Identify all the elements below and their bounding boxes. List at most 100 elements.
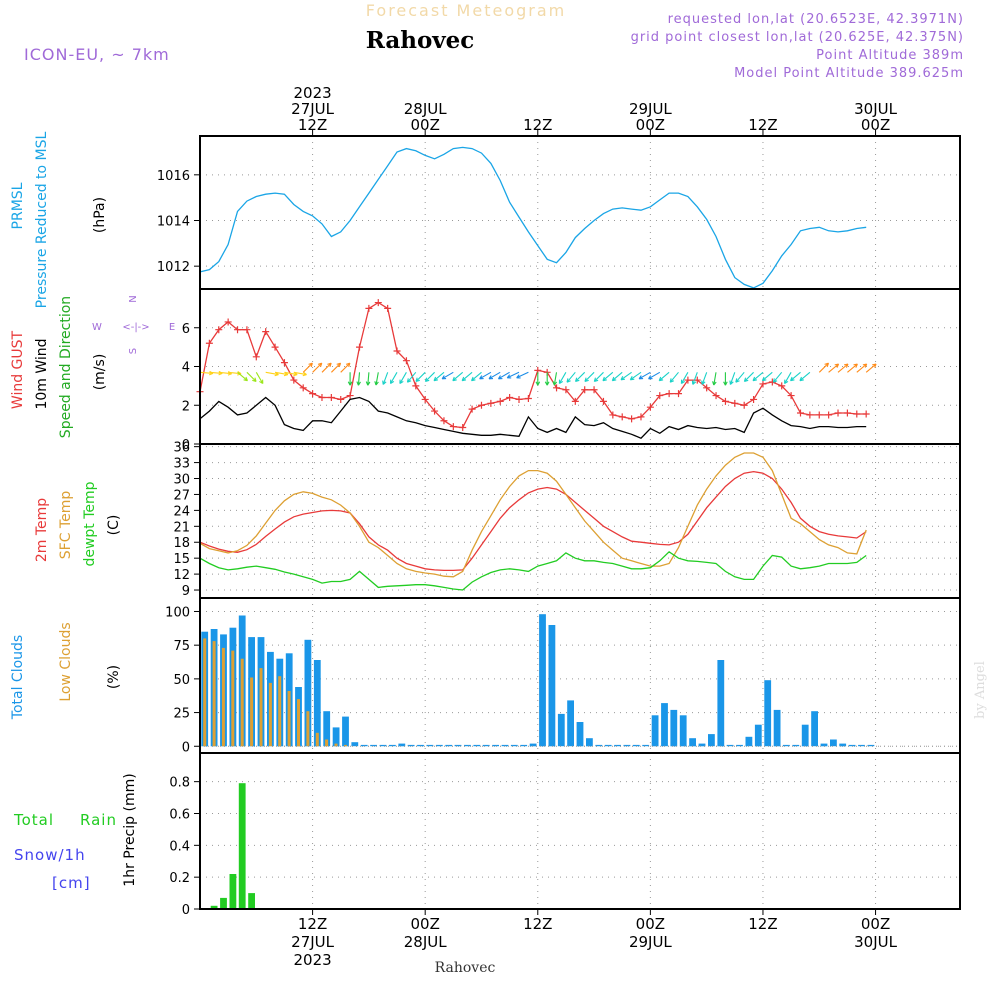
ytick-label: 50 xyxy=(173,673,190,688)
time-label-bottom: 12Z xyxy=(298,915,327,933)
ytick-label: 4 xyxy=(182,361,190,376)
wind-direction-arrow xyxy=(293,371,307,377)
series-dewpt-temp xyxy=(199,550,867,591)
gust-marker xyxy=(271,343,279,351)
gust-marker xyxy=(796,409,804,417)
gust-marker xyxy=(449,423,457,431)
gust-marker xyxy=(374,299,382,307)
precip-legend-cm: [cm] xyxy=(52,874,91,892)
bar-total-clouds xyxy=(323,711,331,747)
wind-direction-arrow xyxy=(479,371,492,380)
gust-marker xyxy=(384,304,392,312)
panel-precip: 0 0.2 0.4 0.6 0.8 xyxy=(169,752,961,918)
bar-total-clouds xyxy=(426,744,434,747)
wind-direction-arrow xyxy=(506,371,520,379)
wind-direction-arrow xyxy=(701,372,708,385)
wind-direction-arrow xyxy=(488,371,501,380)
bar-total-clouds xyxy=(389,744,396,747)
wind-direction-arrow xyxy=(789,371,801,382)
bar-total-clouds xyxy=(510,744,518,747)
bar-total-clouds xyxy=(651,715,659,747)
gust-marker xyxy=(656,392,664,400)
series-10m-wind xyxy=(199,396,867,439)
ytick-label: 9 xyxy=(182,584,190,599)
wind-direction-arrow xyxy=(638,371,651,380)
panel-pressure: 1012 1014 1016 xyxy=(157,135,961,290)
bar-low-clouds xyxy=(250,677,254,747)
wind-direction-arrow xyxy=(735,371,745,383)
bar-total-clouds xyxy=(557,713,565,747)
gust-marker xyxy=(356,343,364,351)
bar-total-clouds xyxy=(370,744,377,747)
gust-marker xyxy=(365,304,373,312)
time-label-top: 00Z xyxy=(636,116,665,134)
compass-w: W xyxy=(92,322,102,333)
bar-total-clouds xyxy=(698,743,706,747)
clouds-low-label: Low Clouds xyxy=(58,622,74,701)
time-label-top: 12Z xyxy=(523,116,552,134)
bar-total-clouds xyxy=(529,743,537,747)
bar-total-clouds xyxy=(586,738,593,747)
compass-rose: N S W E <-|-> xyxy=(92,295,175,354)
wind-dir-label: Speed and Direction xyxy=(58,296,74,438)
ytick-label: 12 xyxy=(173,568,190,583)
precip-axis-label: 1hr Precip (mm) xyxy=(122,773,138,886)
gust-marker xyxy=(843,409,851,417)
time-label-bottom: 00Z xyxy=(861,915,890,933)
wind-unit: (m/s) xyxy=(92,354,108,391)
ytick-label: 6 xyxy=(182,322,190,337)
wind-direction-arrow xyxy=(470,371,482,382)
gust-marker xyxy=(721,397,729,405)
gust-marker xyxy=(402,357,410,365)
wind-direction-arrow xyxy=(856,363,868,373)
gust-marker xyxy=(862,410,870,418)
bar-low-clouds xyxy=(240,658,244,747)
gust-marker xyxy=(262,328,270,336)
ytick-label: 21 xyxy=(173,520,190,535)
gust-marker xyxy=(496,397,504,405)
wind-direction-arrow xyxy=(340,362,351,373)
panel-wind: 0 2 4 6 xyxy=(182,288,961,453)
wind-direction-arrow xyxy=(302,362,313,373)
gust-marker xyxy=(243,326,251,334)
ytick-label: 36 xyxy=(173,441,190,456)
wind-direction-arrow xyxy=(374,372,379,386)
time-label-top: 12Z xyxy=(748,116,777,134)
gust-marker xyxy=(815,411,823,419)
bar-total-rain xyxy=(248,893,255,909)
credit-watermark: by Angel xyxy=(973,661,988,719)
time-label-top: 27JUL xyxy=(291,100,334,118)
point-altitude: Point Altitude 389m xyxy=(816,48,964,63)
bar-low-clouds xyxy=(278,676,282,747)
ytick-label: 0.2 xyxy=(169,871,190,886)
wind-direction-arrow xyxy=(818,362,830,373)
gridpoint-coords: grid point closest lon,lat (20.625E, 42.… xyxy=(631,30,964,45)
bar-total-clouds xyxy=(717,660,725,747)
bar-total-clouds xyxy=(464,744,471,747)
bar-total-clouds xyxy=(492,744,499,747)
wind-direction-arrow xyxy=(691,372,698,385)
wind-direction-arrow xyxy=(433,371,445,382)
gust-marker xyxy=(609,411,617,419)
panel-clouds: 0 25 50 75 100 xyxy=(165,597,961,755)
bar-total-clouds xyxy=(661,703,668,747)
ytick-label: 27 xyxy=(173,488,190,503)
gust-marker xyxy=(524,394,532,402)
model-altitude: Model Point Altitude 389.625m xyxy=(734,66,964,81)
wind-direction-arrow xyxy=(611,371,623,382)
gust-marker xyxy=(215,326,223,334)
gust-marker xyxy=(628,415,636,423)
time-label-bottom: 29JUL xyxy=(629,933,672,951)
precip-legend-total: Total xyxy=(13,811,54,829)
wind-direction-arrow xyxy=(752,371,764,382)
wind-direction-arrow xyxy=(497,371,510,380)
bar-total-clouds xyxy=(445,744,453,747)
gust-marker xyxy=(759,380,767,388)
ytick-label: 1016 xyxy=(157,169,190,184)
series-2m-temp xyxy=(199,470,867,572)
wind-direction-arrow xyxy=(415,371,426,383)
ytick-label: 15 xyxy=(173,552,190,567)
wind-direction-arrow xyxy=(566,371,576,383)
wind-direction-arrow xyxy=(799,371,811,382)
bar-total-clouds xyxy=(332,727,340,747)
